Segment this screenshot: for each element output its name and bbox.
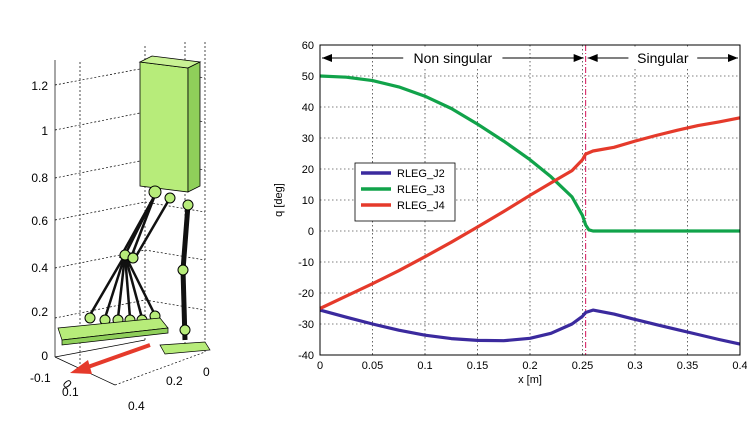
joint-angle-chart: Non singular Singular 0 0.05 0.1 0.15 0.2 0.25…	[260, 0, 747, 421]
chart-legend: RLEG_J2 RLEG_J3 RLEG_J4	[354, 162, 456, 222]
x-tick-label: 0.4	[732, 360, 747, 372]
y-tick-label: -20	[298, 288, 314, 300]
chart-frame	[319, 44, 741, 356]
x-tick-label: 0.35	[677, 360, 698, 372]
region-arrow-head-left	[587, 54, 598, 62]
robot-leg-3d-plot: 1.2 1 0.8 0.6 0.4 0.2 0 -0.1 0 0.1 0.4 0…	[0, 0, 250, 421]
z-tick-label: 0	[41, 349, 48, 363]
robot-torso	[138, 55, 202, 193]
y-tick-label: 0	[203, 365, 210, 379]
z-tick-label: 1	[41, 124, 48, 138]
x-tick-label: 0.3	[627, 360, 642, 372]
y-tick-label: -40	[298, 350, 314, 362]
y-tick-label: 40	[302, 102, 314, 114]
robot-z-ticks: 1.2 1 0.8 0.6 0.4 0.2 0	[31, 79, 48, 363]
robot-swing-leg-sweep	[88, 194, 172, 319]
region-label: Non singular	[414, 50, 493, 66]
legend-label: RLEG_J2	[397, 168, 445, 180]
chart-series	[319, 74, 741, 346]
legend-label: RLEG_J3	[397, 184, 445, 196]
x-tick-label: 0.1	[62, 385, 79, 399]
y-tick-label: 20	[302, 164, 314, 176]
series-line-rleg-j2	[319, 308, 741, 346]
y-tick-label: 60	[302, 40, 314, 52]
region-label: Singular	[637, 50, 689, 66]
x-tick-label: 0.2	[522, 360, 537, 372]
y-tick-label: -30	[298, 319, 314, 331]
x-tick-label: -0.1	[30, 371, 51, 385]
y-tick-label: 30	[302, 133, 314, 145]
robot-swing-leg-joints	[84, 185, 176, 326]
y-tick-label: 0.2	[166, 374, 183, 388]
robot-stance-leg	[159, 199, 211, 355]
x-tick-label: 0.15	[467, 360, 488, 372]
z-tick-label: 0.6	[31, 214, 48, 228]
region-arrow-head-left	[322, 54, 332, 62]
chart-ticks: 0 0.05 0.1 0.15 0.2 0.25 0.3 0.35 0.4 -40 -30 -20 -1…	[298, 40, 747, 372]
x-tick-label: 0.1	[417, 360, 432, 372]
z-tick-label: 0.8	[31, 171, 48, 185]
robot-swing-feet	[57, 317, 169, 346]
y-tick-label: 10	[302, 195, 314, 207]
z-tick-label: 1.2	[31, 79, 48, 93]
chart-regions: Non singular Singular	[322, 45, 738, 355]
region-arrow-head-right	[728, 54, 738, 62]
region-label-bg	[628, 49, 698, 67]
x-tick-label: 0.4	[128, 399, 145, 413]
x-axis-label: x [m]	[518, 374, 542, 386]
x-tick-label: 0.05	[362, 360, 383, 372]
motion-direction-arrow	[70, 343, 151, 374]
y-tick-label: 50	[302, 71, 314, 83]
legend-label: RLEG_J4	[397, 200, 445, 212]
series-line-rleg-j4	[319, 116, 741, 310]
region-arrow-head-right	[573, 54, 584, 62]
z-tick-label: 0.4	[31, 261, 48, 275]
y-tick-label: -10	[298, 257, 314, 269]
y-axis-label: q [deg]	[273, 183, 285, 217]
robot-xy-ticks: -0.1 0 0.1 0.4 0.2 0	[30, 365, 210, 413]
y-tick-label: 0	[308, 226, 314, 238]
region-label-bg	[403, 49, 503, 67]
z-tick-label: 0.2	[31, 305, 48, 319]
x-tick-label: 0	[317, 360, 323, 372]
series-line-rleg-j3	[319, 74, 740, 233]
plot-frame	[319, 44, 741, 356]
x-tick-label: 0.25	[572, 360, 593, 372]
